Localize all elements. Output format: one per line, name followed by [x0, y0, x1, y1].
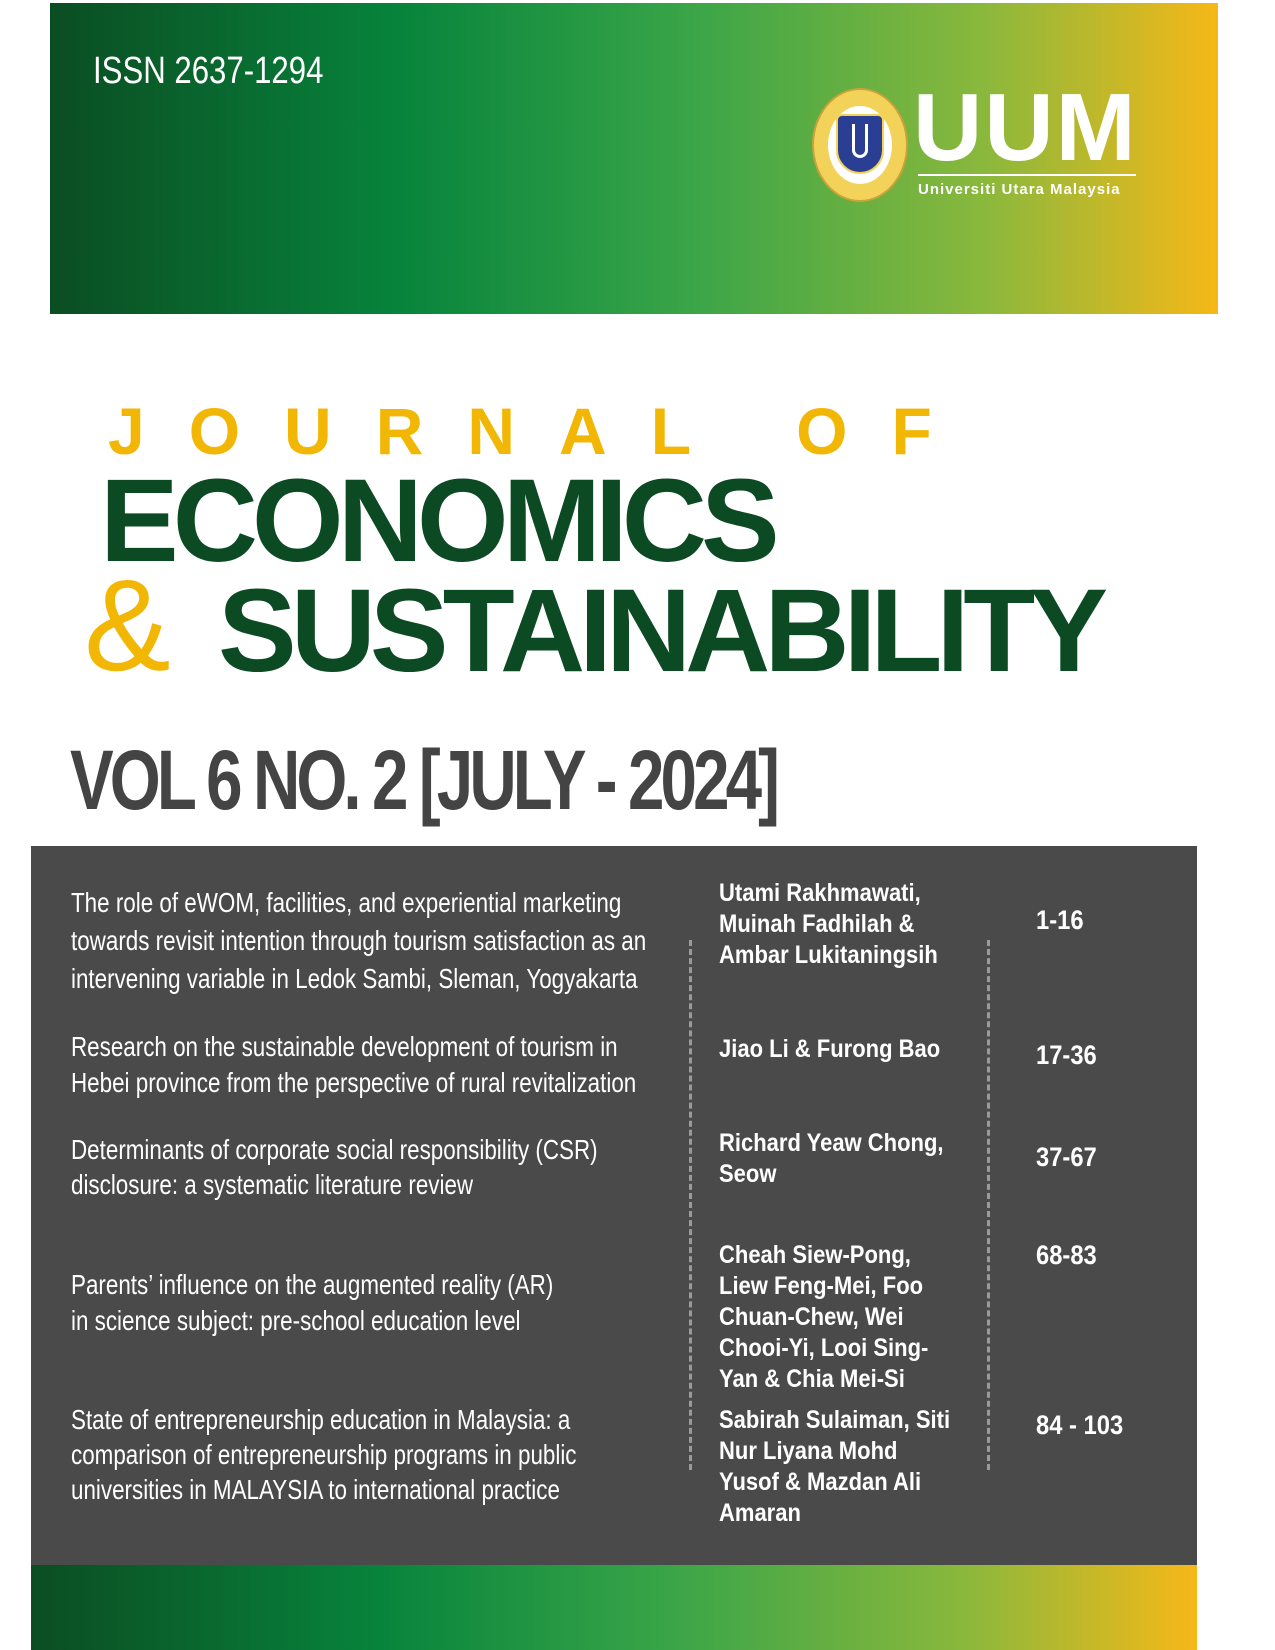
article-pages: 68-83: [1036, 1240, 1097, 1270]
article-title-line: comparison of entrepreneurship programs …: [71, 1439, 577, 1470]
article-pages: 1-16: [1036, 905, 1084, 935]
article-authors-line: Liew Feng-Mei, Foo: [719, 1272, 924, 1300]
top-banner: [50, 3, 1218, 314]
article-authors-line: Utami Rakhmawati,: [719, 879, 921, 907]
table-of-contents: [31, 846, 1197, 1565]
shield-icon: [836, 114, 884, 174]
article-authors-line: Cheah Siew-Pong,: [719, 1241, 911, 1269]
article-title-line: intervening variable in Ledok Sambi, Sle…: [71, 963, 638, 994]
article-authors-line: Seow: [719, 1160, 777, 1188]
issue-info: VOL 6 NO. 2 [JULY - 2024]: [70, 733, 780, 827]
article-title-line: Hebei province from the perspective of r…: [71, 1067, 637, 1098]
issn: ISSN 2637-1294: [93, 50, 324, 92]
article-authors-line: Chuan-Chew, Wei: [719, 1303, 904, 1331]
article-title-line: State of entrepreneurship education in M…: [71, 1404, 571, 1435]
article-pages: 17-36: [1036, 1040, 1097, 1070]
title-ampersand: &: [84, 552, 171, 698]
article-title-line: The role of eWOM, facilities, and experi…: [71, 887, 622, 918]
article-authors-line: Chooi-Yi, Looi Sing-: [719, 1334, 929, 1362]
column-divider: [987, 940, 990, 1470]
article-title-line: in science subject: pre-school education…: [71, 1305, 521, 1336]
article-title-line: towards revisit intention through touris…: [71, 925, 647, 956]
uum-seal-logo: [812, 88, 908, 202]
university-name: Universiti Utara Malaysia: [918, 181, 1121, 198]
uum-logo-text: UUM: [913, 74, 1138, 181]
title-sustainability: SUSTAINABILITY: [218, 565, 1108, 697]
title-economics: ECONOMICS: [100, 455, 780, 587]
article-title-line: disclosure: a systematic literature revi…: [71, 1169, 474, 1200]
logo-divider: [918, 174, 1136, 176]
article-authors-line: Sabirah Sulaiman, Siti: [719, 1406, 951, 1434]
article-authors-line: Yan & Chia Mei-Si: [719, 1365, 905, 1393]
article-authors-line: Nur Liyana Mohd: [719, 1437, 898, 1465]
article-pages: 37-67: [1036, 1142, 1097, 1172]
article-authors-line: Muinah Fadhilah &: [719, 910, 915, 938]
article-authors-line: Ambar Lukitaningsih: [719, 941, 938, 969]
article-pages: 84 - 103: [1036, 1410, 1124, 1440]
article-title-line: Determinants of corporate social respons…: [71, 1134, 598, 1165]
title-journal-of: JOURNAL OF: [108, 394, 976, 468]
bottom-banner: [31, 1565, 1197, 1650]
article-authors-line: Richard Yeaw Chong,: [719, 1129, 944, 1157]
article-authors-line: Jiao Li & Furong Bao: [719, 1035, 941, 1063]
article-title-line: Research on the sustainable development …: [71, 1031, 618, 1062]
article-title-line: universities in MALAYSIA to internationa…: [71, 1474, 560, 1505]
article-authors-line: Amaran: [719, 1499, 801, 1527]
seal-emblem-icon: [852, 124, 868, 158]
article-authors-line: Yusof & Mazdan Ali: [719, 1468, 922, 1496]
column-divider: [689, 940, 692, 1470]
article-title-line: Parents’ influence on the augmented real…: [71, 1269, 554, 1300]
